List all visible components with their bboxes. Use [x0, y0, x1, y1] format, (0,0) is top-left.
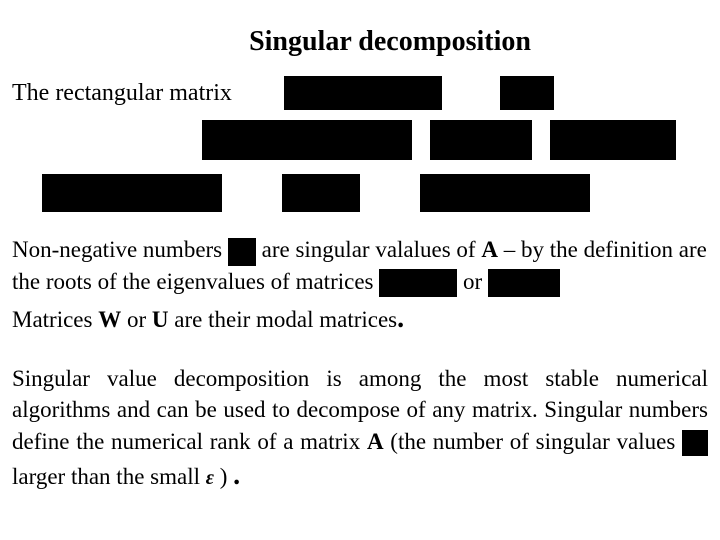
- epsilon-icon: ε: [206, 465, 214, 492]
- row-3: [42, 174, 708, 212]
- redaction-3c: [420, 174, 590, 212]
- redaction-small: [682, 430, 708, 456]
- period-1: .: [397, 303, 404, 334]
- matrices-line: Matrices W or U are their modal matrices…: [12, 303, 708, 335]
- line1-text: The rectangular matrix: [12, 80, 232, 107]
- U-label: U: [152, 307, 169, 332]
- svd-b: (the number of singular values: [384, 429, 682, 454]
- page-title: Singular decomposition: [72, 26, 708, 58]
- redaction-2a: [202, 120, 412, 160]
- redaction-1b: [500, 76, 554, 110]
- redaction-1a: [284, 76, 442, 110]
- svd-d: ): [214, 464, 233, 489]
- p2-b: are singular valalues of: [262, 237, 482, 262]
- svd-para: Singular value decomposition is among th…: [12, 363, 708, 494]
- para-nonneg: Non-negative numbers are singular valalu…: [12, 234, 708, 297]
- svd-c: larger than the small: [12, 464, 206, 489]
- p2-a: Non-negative numbers: [12, 237, 228, 262]
- redaction-m2: [488, 269, 560, 297]
- p2-or: or: [463, 269, 488, 294]
- redaction-m1: [379, 269, 457, 297]
- redaction-2c: [550, 120, 676, 160]
- matrices-b: or: [121, 307, 152, 332]
- period-2: .: [233, 460, 240, 491]
- matrices-a: Matrices: [12, 307, 98, 332]
- W-label: W: [98, 307, 121, 332]
- redaction-3a: [42, 174, 222, 212]
- A-label-2: A: [367, 429, 384, 454]
- row-2: [202, 120, 708, 160]
- matrices-c: are their modal matrices: [169, 307, 398, 332]
- redaction-sigma: [228, 238, 256, 266]
- line-1: The rectangular matrix: [12, 76, 708, 110]
- A-label-1: A: [481, 237, 498, 262]
- redaction-3b: [282, 174, 360, 212]
- redaction-2b: [430, 120, 532, 160]
